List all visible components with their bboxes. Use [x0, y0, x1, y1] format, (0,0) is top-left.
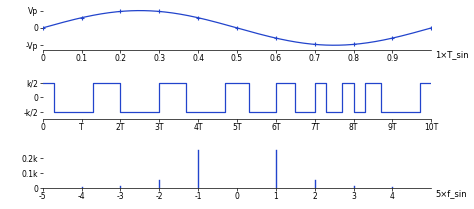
Text: 1×T_sin: 1×T_sin: [435, 50, 469, 59]
Text: 5×f_sin: 5×f_sin: [435, 189, 467, 198]
